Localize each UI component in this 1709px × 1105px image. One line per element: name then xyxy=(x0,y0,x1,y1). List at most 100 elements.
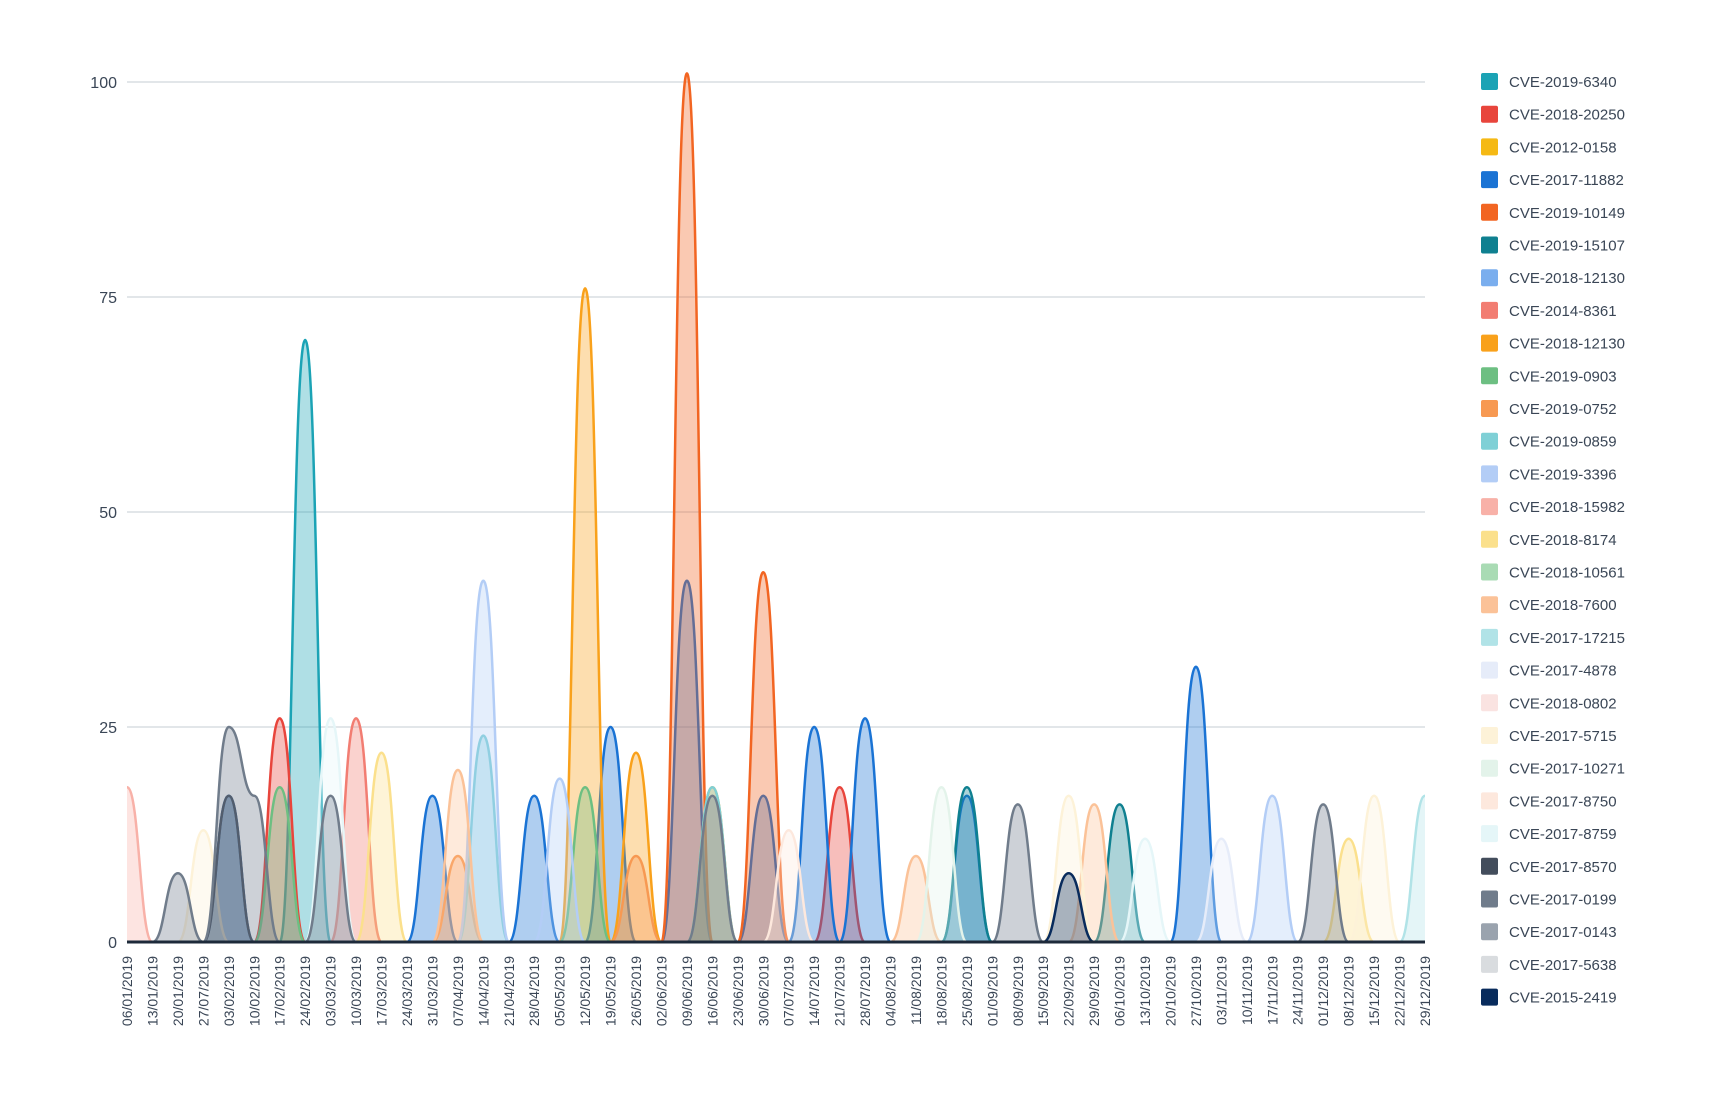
legend-item[interactable]: CVE-2017-5638 xyxy=(1481,955,1617,974)
legend-item[interactable]: CVE-2012-0158 xyxy=(1481,138,1617,156)
x-tick-label: 17/11/2019 xyxy=(1264,956,1280,1025)
legend-item[interactable]: CVE-2018-10561 xyxy=(1481,563,1625,582)
x-tick-label: 23/06/2019 xyxy=(730,956,746,1026)
x-tick-label: 27/07/2019 xyxy=(195,956,211,1026)
legend-label: CVE-2019-3396 xyxy=(1509,466,1617,483)
legend-swatch xyxy=(1481,923,1498,941)
legend-label: CVE-2017-0143 xyxy=(1509,924,1617,941)
legend-swatch xyxy=(1481,138,1498,156)
legend-item[interactable]: CVE-2019-15107 xyxy=(1481,236,1625,255)
x-tick-label: 26/05/2019 xyxy=(628,956,644,1026)
y-tick-label: 75 xyxy=(99,290,117,307)
x-tick-label: 10/02/2019 xyxy=(246,956,262,1026)
legend-item[interactable]: CVE-2017-0143 xyxy=(1481,923,1617,941)
x-tick-label: 29/09/2019 xyxy=(1086,956,1102,1026)
legend-label: CVE-2018-10561 xyxy=(1509,565,1625,582)
legend-item[interactable]: CVE-2018-7600 xyxy=(1481,596,1617,614)
series-area xyxy=(127,770,1425,942)
x-tick-label: 08/12/2019 xyxy=(1341,956,1357,1026)
x-tick-label: 03/02/2019 xyxy=(221,956,237,1026)
legend-item[interactable]: CVE-2018-12130 xyxy=(1481,269,1625,287)
x-axis: 06/01/2019 13/01/2019 20/01/2019 27/07/2019… xyxy=(119,940,1433,1026)
x-tick-label: 31/03/2019 xyxy=(424,956,440,1026)
x-tick-label: 10/03/2019 xyxy=(348,956,364,1026)
legend-swatch xyxy=(1481,857,1498,875)
legend-item[interactable]: CVE-2018-12130 xyxy=(1481,334,1625,353)
x-tick-label: 03/11/2019 xyxy=(1213,956,1229,1025)
legend-item[interactable]: CVE-2017-8759 xyxy=(1481,825,1617,843)
legend-label: CVE-2019-6340 xyxy=(1509,74,1617,91)
legend-item[interactable]: CVE-2018-20250 xyxy=(1481,105,1625,124)
x-tick-label: 11/08/2019 xyxy=(908,956,924,1025)
x-tick-label: 29/12/2019 xyxy=(1417,956,1433,1026)
legend-swatch xyxy=(1481,825,1498,843)
legend-item[interactable]: CVE-2017-17215 xyxy=(1481,628,1625,647)
legend-item[interactable]: CVE-2014-8361 xyxy=(1481,301,1617,320)
legend-item[interactable]: CVE-2019-6340 xyxy=(1481,73,1617,91)
x-tick-label: 18/08/2019 xyxy=(933,956,949,1026)
y-tick-label: 0 xyxy=(108,935,117,952)
x-tick-label: 07/07/2019 xyxy=(781,956,797,1026)
legend-swatch xyxy=(1481,955,1498,973)
legend-item[interactable]: CVE-2019-0903 xyxy=(1481,367,1617,385)
x-tick-label: 06/01/2019 xyxy=(119,956,135,1026)
legend-swatch xyxy=(1481,563,1498,581)
legend-label: CVE-2017-0199 xyxy=(1509,892,1617,909)
x-tick-label: 14/04/2019 xyxy=(475,956,491,1026)
x-tick-label: 01/12/2019 xyxy=(1315,956,1331,1026)
legend-item[interactable]: CVE-2018-0802 xyxy=(1481,694,1617,712)
x-tick-label: 12/05/2019 xyxy=(577,956,593,1026)
legend-item[interactable]: CVE-2017-8570 xyxy=(1481,857,1617,876)
x-tick-label: 17/02/2019 xyxy=(272,956,288,1026)
legend-swatch xyxy=(1481,203,1498,221)
legend-item[interactable]: CVE-2018-8174 xyxy=(1481,530,1617,549)
legend-label: CVE-2018-0802 xyxy=(1509,695,1617,712)
legend-swatch xyxy=(1481,269,1498,287)
legend-swatch xyxy=(1481,628,1498,646)
legend-item[interactable]: CVE-2018-15982 xyxy=(1481,498,1625,516)
legend-swatch xyxy=(1481,73,1498,90)
x-tick-label: 05/05/2019 xyxy=(552,956,568,1026)
legend-swatch xyxy=(1481,334,1498,352)
legend-label: CVE-2017-4878 xyxy=(1509,663,1617,680)
legend-item[interactable]: CVE-2015-2419 xyxy=(1481,988,1617,1007)
legend-swatch xyxy=(1481,890,1498,908)
x-tick-label: 03/03/2019 xyxy=(323,956,339,1026)
x-tick-label: 01/09/2019 xyxy=(984,956,1000,1026)
x-tick-label: 30/06/2019 xyxy=(755,956,771,1026)
legend-item[interactable]: CVE-2019-10149 xyxy=(1481,203,1625,222)
legend-item[interactable]: CVE-2017-8750 xyxy=(1481,792,1617,810)
series-area xyxy=(127,856,1425,942)
y-tick-label: 25 xyxy=(99,720,117,737)
legend-label: CVE-2015-2419 xyxy=(1509,990,1617,1007)
legend-swatch xyxy=(1481,530,1498,548)
legend-swatch xyxy=(1481,400,1498,417)
x-tick-label: 22/09/2019 xyxy=(1061,956,1077,1026)
legend-item[interactable]: CVE-2019-0752 xyxy=(1481,400,1617,418)
x-tick-label: 25/08/2019 xyxy=(959,956,975,1026)
y-tick-label: 100 xyxy=(90,75,117,92)
x-tick-label: 06/10/2019 xyxy=(1112,956,1128,1026)
legend-item[interactable]: CVE-2017-10271 xyxy=(1481,759,1625,778)
legend-item[interactable]: CVE-2019-3396 xyxy=(1481,465,1617,483)
legend-label: CVE-2018-20250 xyxy=(1509,107,1625,124)
legend-swatch xyxy=(1481,171,1498,189)
x-tick-label: 24/11/2019 xyxy=(1290,956,1306,1025)
legend-item[interactable]: CVE-2017-0199 xyxy=(1481,890,1617,909)
legend-swatch xyxy=(1481,498,1498,516)
x-tick-label: 21/04/2019 xyxy=(501,956,517,1026)
legend-label: CVE-2017-5715 xyxy=(1509,728,1617,745)
legend-swatch xyxy=(1481,694,1498,712)
legend-item[interactable]: CVE-2017-11882 xyxy=(1481,171,1624,189)
x-tick-label: 13/01/2019 xyxy=(144,956,160,1026)
legend-label: CVE-2017-8759 xyxy=(1509,826,1617,843)
legend-item[interactable]: CVE-2017-4878 xyxy=(1481,661,1617,680)
legend-label: CVE-2018-8174 xyxy=(1509,532,1617,549)
legend-item[interactable]: CVE-2019-0859 xyxy=(1481,432,1617,451)
x-tick-label: 20/10/2019 xyxy=(1162,956,1178,1026)
x-tick-label: 02/06/2019 xyxy=(653,956,669,1026)
x-tick-label: 24/02/2019 xyxy=(297,956,313,1026)
x-tick-label: 16/06/2019 xyxy=(704,956,720,1026)
legend-item[interactable]: CVE-2017-5715 xyxy=(1481,727,1617,745)
